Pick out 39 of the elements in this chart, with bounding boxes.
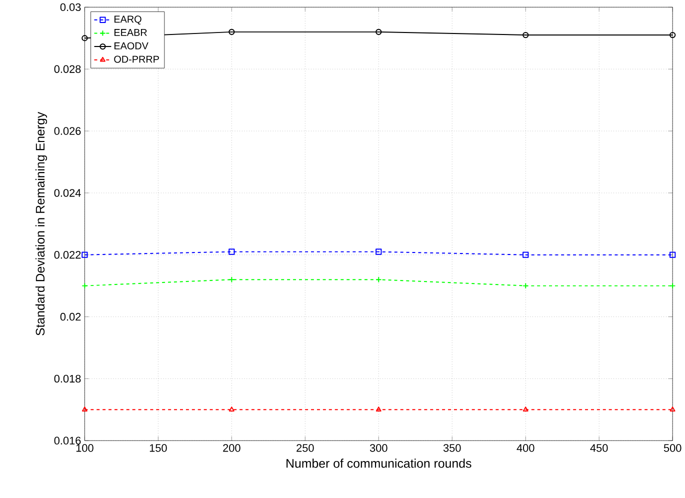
- point: [522, 32, 529, 38]
- x-tick-label: 100: [76, 444, 94, 452]
- point: [228, 28, 235, 35]
- point: [670, 282, 676, 289]
- y-tick-label: 0.02: [60, 312, 81, 320]
- point: [376, 406, 382, 412]
- x-axis-title: Number of communication rounds: [286, 458, 472, 468]
- point: [82, 406, 88, 412]
- y-tick-label: 0.026: [54, 126, 81, 135]
- y-tick-label: 0.028: [54, 65, 81, 73]
- point: [376, 248, 382, 255]
- x-tick-label: 350: [443, 444, 461, 452]
- x-tick-label: 250: [296, 444, 314, 452]
- x-tick-label: 400: [516, 444, 534, 452]
- y-tick-label: 0.016: [54, 436, 81, 444]
- point: [376, 28, 382, 35]
- y-tick-label: 0.03: [60, 3, 81, 11]
- point: [670, 252, 676, 258]
- point: [82, 252, 88, 258]
- point: [522, 252, 529, 258]
- x-tick-label: 150: [150, 444, 167, 452]
- point: [522, 282, 529, 289]
- point: [228, 406, 234, 412]
- point: [228, 248, 235, 255]
- y-axis-title: Standard Deviation in Remaining Energy: [35, 112, 48, 336]
- legend-label: EEABR: [114, 28, 147, 36]
- point: [670, 406, 676, 412]
- x-tick-label: 300: [370, 444, 388, 452]
- y-tick-label: 0.024: [54, 188, 81, 197]
- y-tick-label: 0.018: [54, 374, 81, 382]
- x-tick-label: 500: [664, 444, 682, 452]
- point: [82, 282, 88, 289]
- point: [522, 406, 528, 412]
- x-tick-label: 450: [590, 444, 608, 452]
- legend-label: EARQ: [114, 15, 142, 24]
- y-tick-label: 0.022: [54, 250, 81, 259]
- legend-label: OD-PRRP: [114, 56, 159, 63]
- legend-label: EAODV: [114, 42, 148, 50]
- x-tick-label: 200: [223, 444, 240, 452]
